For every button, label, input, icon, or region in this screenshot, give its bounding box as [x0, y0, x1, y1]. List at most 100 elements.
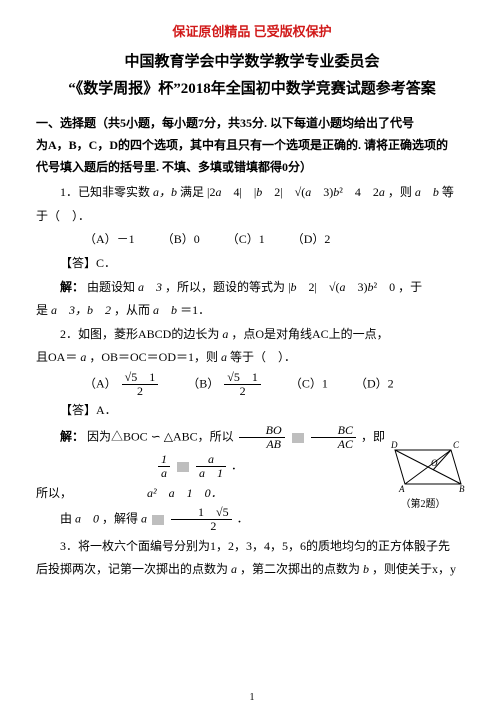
- q2-sol-ans-den: 2: [171, 520, 232, 533]
- q2-stem-b: ，点O是对角线AC上的一点，: [231, 327, 388, 341]
- q2-sol-frac2-l-num: 1: [158, 453, 170, 467]
- q1-stem: 1．已知非零实数 a，b 满足 |2a 4| |b 2| √(a 3)b² 4 …: [36, 182, 468, 204]
- q2-sol-ans-num: 1 √5: [171, 506, 232, 520]
- section-heading-l1: 一、选择题（共5小题，每小题7分，共35分. 以下每道小题均给出了代号: [36, 116, 414, 130]
- q2-stem-d: ，OB＝OC＝OD＝1，则: [89, 350, 218, 364]
- q2-frac-A: √5 1 2: [122, 371, 159, 398]
- q1-var-ab2: a b: [415, 185, 439, 199]
- q2-var-a3: a: [221, 350, 227, 364]
- blur-block-2: [177, 462, 189, 472]
- q2-choice-A: （A）: [84, 376, 117, 390]
- q1-sol-ab: a b: [153, 303, 177, 317]
- q2-stem-c: 且OA＝: [36, 350, 77, 364]
- svg-text:D: D: [390, 440, 398, 450]
- q1-sol-eq: |b 2| √(a 3)b² 0: [288, 280, 395, 294]
- q2-frac-B-den: 2: [224, 385, 261, 398]
- q2-sol-g: ．: [237, 512, 249, 526]
- q2-sol-frac2-r: a a 1: [196, 453, 226, 480]
- q2-sol-frac2-l: 1 a: [158, 453, 170, 480]
- q2-sol-frac2-r-den: a 1: [196, 467, 226, 480]
- q2-sol-a: 因为△BOC ∽ △ABC，所以: [87, 429, 234, 443]
- svg-text:O: O: [431, 458, 438, 468]
- section-heading-l3: 代号填入题后的括号里. 不填、多填或错填都得0分）: [36, 160, 312, 174]
- section-heading-l2: 为A，B，C，D的四个选项，其中有且只有一个选项是正确的. 请将正确选项的: [36, 138, 448, 152]
- q1-expr: |2a 4| |b 2| √(a 3)b² 4 2a: [207, 185, 385, 199]
- q1-sol-e: ，从而: [114, 303, 150, 317]
- q2-sol-e: 由: [60, 512, 72, 526]
- q2-sol-frac-r-num: BC: [311, 424, 356, 438]
- q1-stem-b: 满足: [180, 185, 204, 199]
- page-number: 1: [0, 689, 504, 707]
- solution-label-1: 解：: [60, 280, 84, 294]
- q2-frac-A-den: 2: [122, 385, 159, 398]
- q2-sol-f: ，解得: [102, 512, 138, 526]
- q1-sol-a: 由题设知: [87, 280, 135, 294]
- q1-sol-vals: a 3，b 2: [51, 303, 111, 317]
- solution-label-2: 解：: [60, 429, 84, 443]
- q2-choice-B: （B）: [187, 376, 219, 390]
- q2-stem-line2: 且OA＝ a ，OB＝OC＝OD＝1，则 a 等于（ ）．: [36, 347, 468, 369]
- section-1-heading: 一、选择题（共5小题，每小题7分，共35分. 以下每道小题均给出了代号 为A，B…: [36, 113, 468, 178]
- title-line-1: 中国教育学会中学数学教学专业委员会: [36, 49, 468, 76]
- q2-sol-frac-l-den: AB: [239, 438, 285, 451]
- q1-sol-c: ，于: [398, 280, 422, 294]
- rhombus-diagram: D C B A O: [381, 440, 465, 494]
- q1-sol-d: 是: [36, 303, 48, 317]
- q2-sol-quad: a² a 1 0．: [147, 486, 223, 500]
- q2-choice-D: （D）2: [355, 376, 394, 390]
- q1-sol-f: ＝1．: [180, 303, 210, 317]
- q2-stem-a: 2．如图，菱形ABCD的边长为: [60, 327, 219, 341]
- q3-line1: 3．将一枚六个面编号分别为1，2，3，4，5，6的质地均匀的正方体骰子先: [36, 536, 468, 558]
- q2-sol-frac-r-den: AC: [311, 438, 356, 451]
- q2-frac-A-num: √5 1: [122, 371, 159, 385]
- q2-answer: 【答】A．: [36, 400, 468, 422]
- q2-stem-e: 等于（ ）．: [230, 350, 296, 364]
- q3-var-a: a: [231, 562, 237, 576]
- q2-sol-a-pos: a 0: [75, 512, 99, 526]
- q1-stem-c: ，则: [388, 185, 412, 199]
- q3-var-b: b: [363, 562, 369, 576]
- q1-solution-line1: 解： 由题设知 a 3 ，所以，题设的等式为 |b 2| √(a 3)b² 0 …: [36, 277, 468, 299]
- figure-q2: D C B A O （第2题）: [378, 440, 468, 514]
- q2-frac-B-num: √5 1: [224, 371, 261, 385]
- q3-stem-d: ，则使关于x，y: [372, 562, 456, 576]
- q2-stem-line1: 2．如图，菱形ABCD的边长为 a ，点O是对角线AC上的一点，: [36, 324, 468, 346]
- q2-sol-frac2-l-den: a: [158, 467, 170, 480]
- q1-answer: 【答】C．: [36, 253, 468, 275]
- blur-block-1: [292, 433, 304, 443]
- svg-text:C: C: [453, 440, 460, 450]
- q2-sol-ans-frac: 1 √5 2: [171, 506, 232, 533]
- q3-stem-c: ，第二次掷出的点数为: [240, 562, 360, 576]
- q1-choice-A: （A）－1: [84, 232, 135, 246]
- q2-sol-frac-r: BC AC: [311, 424, 356, 451]
- q1-var-ab: a，b: [153, 185, 177, 199]
- q3-stem-b: 后投掷两次，记第一次掷出的点数为: [36, 562, 228, 576]
- q2-sol-frac-l-num: BO: [239, 424, 285, 438]
- header-copyright: 保证原创精品 已受版权保护: [36, 20, 468, 43]
- q1-choice-D: （D）2: [292, 232, 331, 246]
- figure-caption: （第2题）: [378, 496, 468, 514]
- blur-block-3: [152, 515, 164, 525]
- q1-stem-d: 等: [442, 185, 454, 199]
- page: 保证原创精品 已受版权保护 中国教育学会中学数学教学专业委员会 “《数学周报》杯…: [0, 0, 504, 713]
- q1-stem-a: 1．已知非零实数: [60, 185, 150, 199]
- q2-sol-c: ．: [231, 459, 243, 473]
- q1-choice-B: （B）0: [162, 232, 200, 246]
- title-line-2: “《数学周报》杯”2018年全国初中数学竞赛试题参考答案: [36, 76, 468, 103]
- q2-var-a1: a: [222, 327, 228, 341]
- q1-sol-b: ，所以，题设的等式为: [165, 280, 285, 294]
- q1-choices: （A）－1 （B）0 （C）1 （D）2: [84, 229, 468, 251]
- svg-text:B: B: [459, 484, 465, 494]
- q1-choice-C: （C）1: [227, 232, 265, 246]
- svg-text:A: A: [398, 484, 405, 494]
- q2-sol-frac2-r-num: a: [196, 453, 226, 467]
- q2-var-a2: a: [80, 350, 86, 364]
- q2-sol-a-eq: a: [141, 512, 147, 526]
- q1-stem-tail: 于（ ）．: [36, 206, 468, 228]
- q2-choice-C: （C）1: [290, 376, 328, 390]
- q2-sol-frac-l: BO AB: [239, 424, 285, 451]
- q3-line2: 后投掷两次，记第一次掷出的点数为 a ，第二次掷出的点数为 b ，则使关于x，y: [36, 559, 468, 581]
- q1-solution-line2: 是 a 3，b 2 ，从而 a b ＝1．: [36, 300, 468, 322]
- q2-frac-B: √5 1 2: [224, 371, 261, 398]
- q2-choices: （A） √5 1 2 （B） √5 1 2 （C）1 （D）2: [84, 371, 468, 398]
